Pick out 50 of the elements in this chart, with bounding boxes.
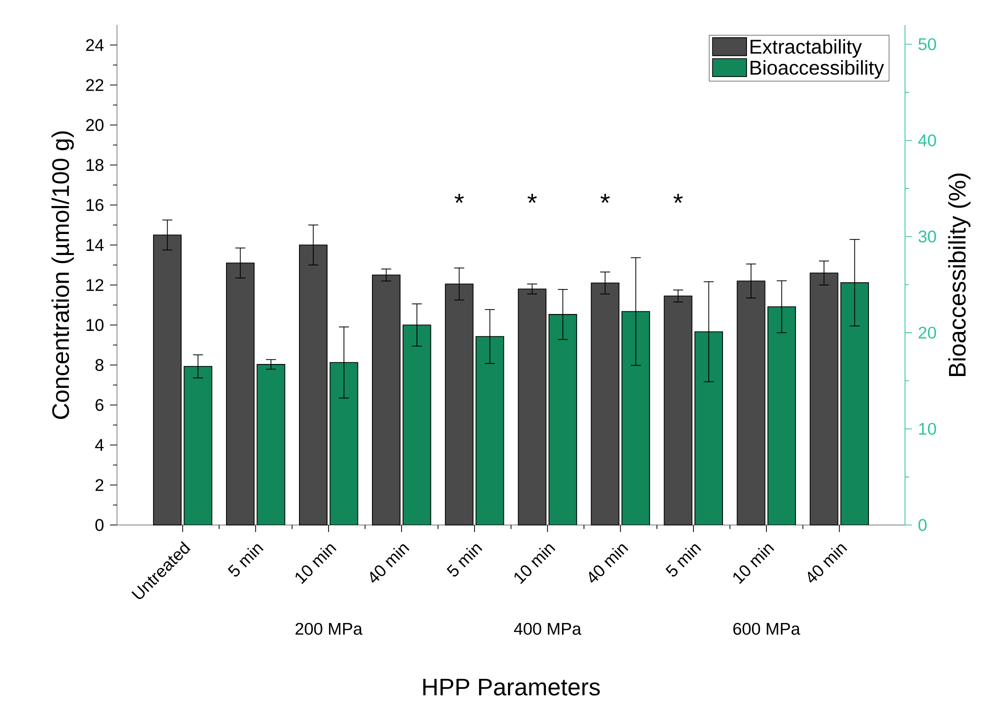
y-tick-label: 20 [86, 119, 104, 131]
y-tick-label: 8 [95, 359, 104, 371]
x-tick-label: 40 min [808, 544, 848, 583]
y-axis-title: Concentration (µmol/100 g) [52, 131, 74, 419]
y-tick-label: 6 [96, 399, 104, 411]
x-axis-title: HPP Parameters [423, 678, 600, 696]
x-tick-label: 40 min [370, 544, 410, 583]
y-tick-label: 0 [95, 519, 104, 531]
text: 600 MPa [733, 622, 800, 635]
bar [548, 314, 578, 525]
annotation: * [600, 194, 610, 203]
x-tick-label: 10 min [733, 544, 774, 584]
y-tick-label: 18 [86, 159, 104, 171]
y2-tick-label: 30 [918, 230, 936, 243]
text: 400 MPa [514, 622, 582, 635]
bar [476, 336, 504, 525]
bar [767, 306, 796, 525]
y-tick-label: 14 [86, 239, 104, 251]
bar [694, 331, 723, 525]
annotation: * [528, 194, 537, 203]
y-tick-label: 16 [86, 199, 104, 211]
x-tick-label: 5 min [446, 544, 482, 577]
legend-label: Bioaccessibility [750, 60, 884, 79]
bar [402, 324, 432, 525]
bar [840, 282, 869, 525]
bar [330, 362, 358, 525]
x-tick-label: 10 min [296, 544, 336, 584]
y-tick-label: 4 [95, 439, 104, 451]
y2-tick-label: 20 [918, 326, 936, 339]
bar [184, 366, 212, 525]
annotation: * [454, 194, 464, 203]
y2-tick-label: 40 [918, 134, 936, 146]
x-tick-label: 5 min [228, 544, 264, 577]
y2-tick-label: 50 [918, 38, 936, 50]
y2-axis-title: Bioaccessibility (%) [948, 174, 970, 376]
y-tick-label: 12 [86, 279, 104, 291]
y-tick-label: 10 [86, 319, 104, 331]
annotation: * [673, 194, 683, 203]
y-tick-label: 2 [96, 479, 104, 491]
bar [256, 364, 286, 525]
y2-tick-label: 10 [919, 422, 936, 435]
text: 200 MPa [296, 622, 362, 635]
legend-label: Extractability [750, 39, 862, 58]
y-tick-label: 24 [86, 39, 104, 51]
x-tick-label: 5 min [666, 544, 702, 577]
x-tick-label: 40 min [588, 544, 628, 583]
y-tick-label: 22 [86, 79, 104, 91]
x-tick-label: 10 min [514, 544, 556, 584]
y2-tick-label: 0 [918, 519, 927, 531]
bar [622, 311, 650, 525]
